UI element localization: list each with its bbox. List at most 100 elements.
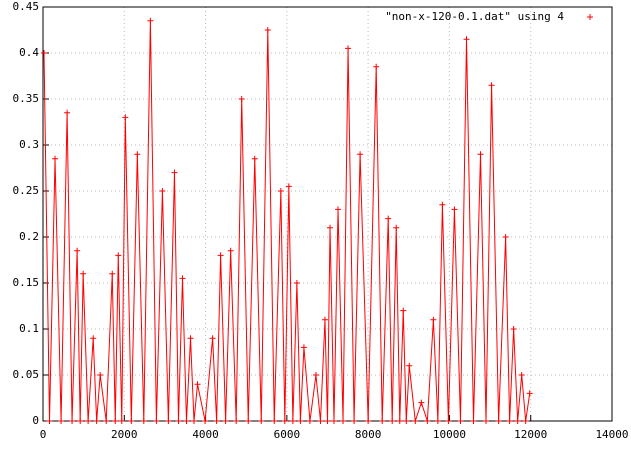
point xyxy=(510,326,517,332)
point xyxy=(251,155,258,162)
point xyxy=(281,418,288,424)
point xyxy=(451,206,458,213)
point xyxy=(518,372,525,378)
point xyxy=(406,362,413,369)
y-tick-label: 0.2 xyxy=(19,230,39,243)
x-tick-label: 12000 xyxy=(514,428,547,441)
point xyxy=(365,418,372,424)
point xyxy=(69,418,76,424)
point xyxy=(258,418,265,424)
x-tick-label: 10000 xyxy=(433,428,466,441)
point xyxy=(335,206,342,213)
point xyxy=(506,418,513,424)
point xyxy=(93,418,100,424)
point xyxy=(445,418,452,424)
point xyxy=(238,96,245,102)
point xyxy=(77,418,84,424)
point xyxy=(418,399,425,406)
point xyxy=(74,247,81,254)
point xyxy=(85,418,92,424)
point xyxy=(502,234,509,240)
point xyxy=(345,45,352,52)
point xyxy=(424,418,431,424)
point xyxy=(300,344,307,351)
y-tick-label: 0.35 xyxy=(13,92,40,105)
y-tick-label: 0.15 xyxy=(13,276,40,289)
point xyxy=(477,151,484,158)
point xyxy=(351,418,358,424)
point xyxy=(389,418,396,424)
point xyxy=(134,151,141,158)
point xyxy=(306,418,313,424)
point xyxy=(522,418,529,424)
point xyxy=(293,280,300,286)
y-tick-label: 0.1 xyxy=(19,322,39,335)
point xyxy=(103,418,110,424)
point xyxy=(357,151,364,158)
point xyxy=(317,418,324,424)
point xyxy=(483,418,490,424)
x-tick-label: 14000 xyxy=(595,428,628,441)
point xyxy=(122,114,129,121)
point xyxy=(321,316,328,323)
x-tick-label: 4000 xyxy=(192,428,219,441)
y-tick-label: 0.05 xyxy=(13,368,40,381)
point xyxy=(64,109,71,116)
point xyxy=(233,418,240,424)
point xyxy=(80,270,87,277)
point xyxy=(430,316,437,323)
point xyxy=(159,188,166,194)
y-tick-label: 0.4 xyxy=(19,46,39,59)
y-tick-label: 0 xyxy=(32,414,39,427)
point xyxy=(115,252,122,259)
y-tick-label: 0.45 xyxy=(13,0,40,13)
point xyxy=(187,335,194,342)
point xyxy=(271,418,278,424)
point xyxy=(289,418,296,424)
point xyxy=(245,418,252,424)
point xyxy=(171,169,178,176)
point xyxy=(488,82,495,89)
point xyxy=(264,27,271,33)
legend-label: "non-x-120-0.1.dat" using 4 xyxy=(385,10,564,23)
point xyxy=(470,418,477,424)
point xyxy=(227,247,234,254)
point xyxy=(140,418,147,424)
point xyxy=(526,390,533,397)
point xyxy=(46,418,53,424)
point xyxy=(439,201,446,208)
point xyxy=(97,372,104,378)
point xyxy=(396,418,403,424)
point xyxy=(457,418,464,424)
x-tick-label: 2000 xyxy=(111,428,138,441)
point xyxy=(463,36,470,43)
point xyxy=(393,224,400,231)
point xyxy=(495,418,502,424)
point xyxy=(179,275,186,282)
point xyxy=(52,155,59,162)
x-tick-label: 8000 xyxy=(355,428,382,441)
legend-marker xyxy=(587,14,593,20)
point xyxy=(403,418,410,424)
point xyxy=(385,215,392,222)
point xyxy=(41,50,48,56)
point xyxy=(183,418,190,424)
point xyxy=(277,188,284,194)
point xyxy=(297,418,304,424)
point xyxy=(112,418,119,424)
point xyxy=(209,335,216,342)
point xyxy=(217,252,224,259)
point xyxy=(324,418,331,424)
x-tick-label: 0 xyxy=(40,428,47,441)
point xyxy=(147,17,154,24)
point xyxy=(128,418,135,424)
point xyxy=(285,183,292,190)
point xyxy=(190,418,197,424)
point xyxy=(434,418,441,424)
point xyxy=(194,381,201,388)
point xyxy=(153,418,160,424)
point xyxy=(400,307,407,314)
point xyxy=(379,418,386,424)
point xyxy=(312,372,319,378)
